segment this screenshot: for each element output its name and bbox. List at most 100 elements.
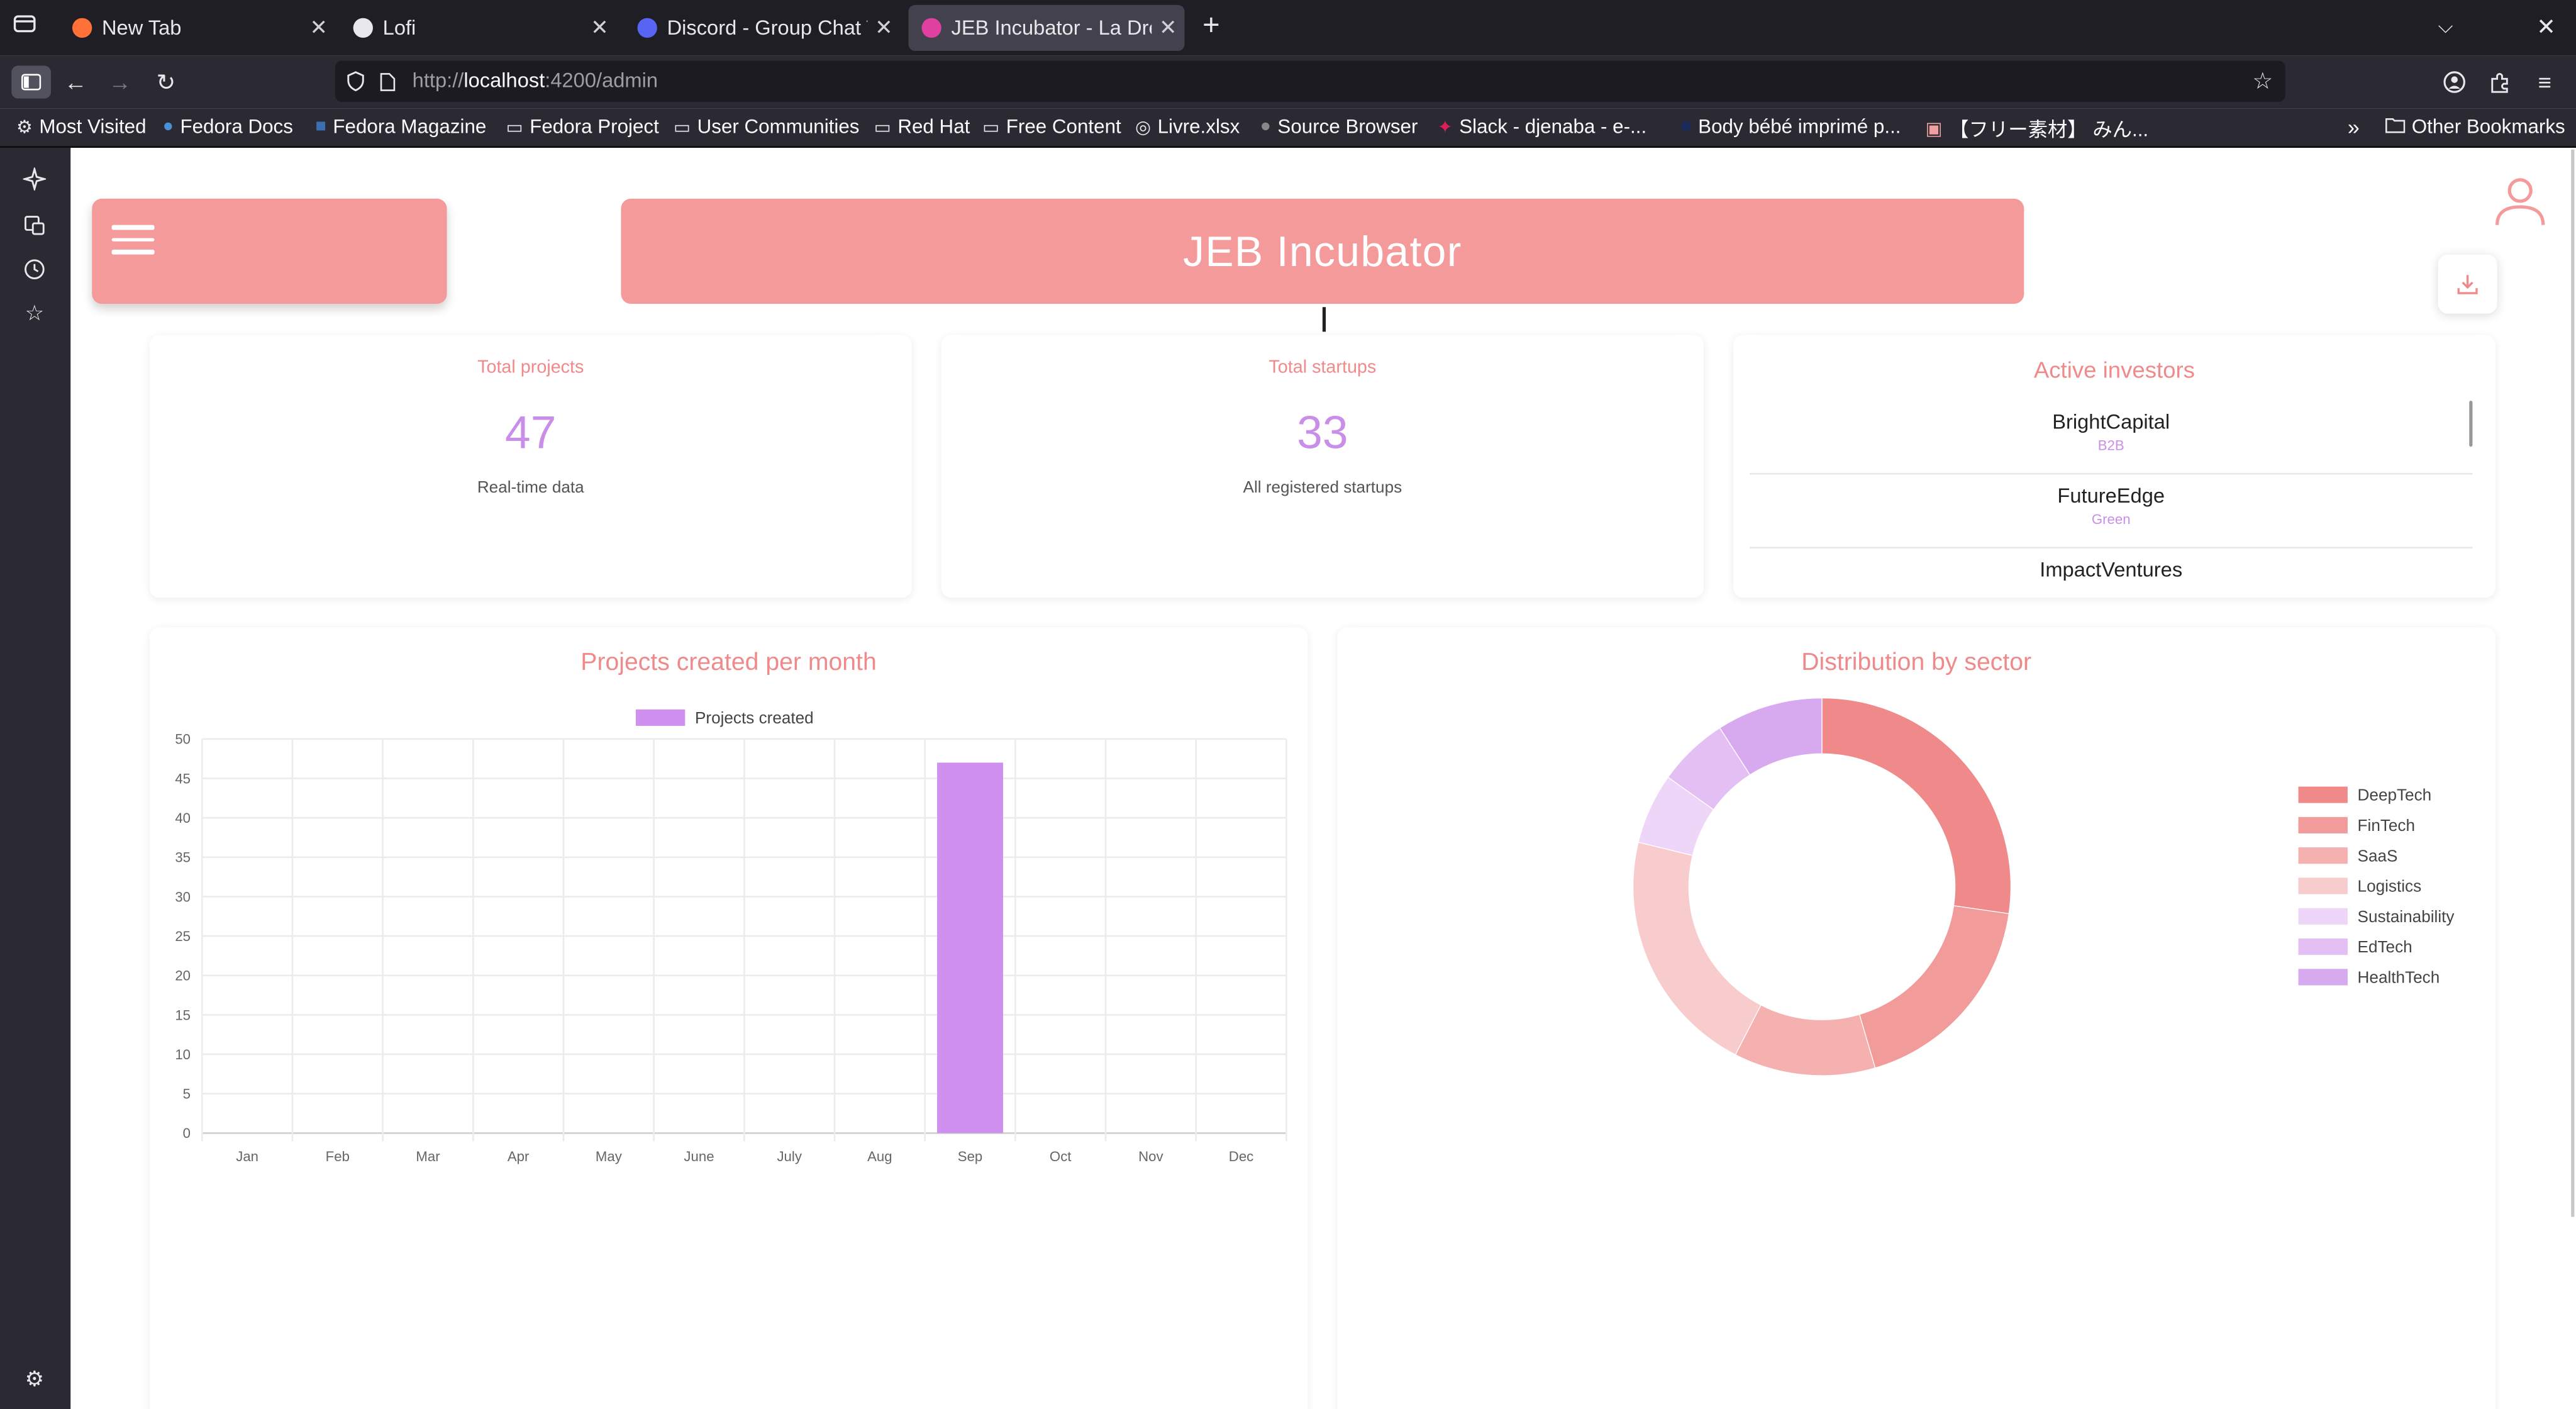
- investors-scrollbar[interactable]: [2469, 401, 2473, 447]
- tab-title: Lofi: [382, 16, 416, 40]
- x-tick-label: Oct: [1050, 1149, 1072, 1164]
- y-tick-label: 10: [175, 1047, 191, 1062]
- download-icon: [2457, 275, 2478, 294]
- browser-tab[interactable]: New Tab ✕: [59, 5, 335, 51]
- bookmark-item[interactable]: ▭ Free Content: [982, 115, 1121, 138]
- tab-close-icon[interactable]: ✕: [591, 14, 609, 40]
- bookmark-label: Slack - djenaba - e-...: [1459, 114, 1647, 138]
- bookmark-item[interactable]: ▭ User Communities: [674, 115, 859, 138]
- settings-gear-icon[interactable]: ⚙: [25, 1366, 45, 1391]
- reload-icon[interactable]: ↻: [156, 68, 176, 95]
- y-tick-label: 30: [175, 889, 191, 905]
- investor-item[interactable]: ImpactVentures: [1750, 549, 2472, 584]
- bookmark-label: Source Browser: [1277, 114, 1418, 138]
- bookmark-label: User Communities: [697, 114, 860, 138]
- bookmark-item[interactable]: ■ Body bébé imprimé p...: [1680, 115, 1901, 138]
- hamburger-menu-icon[interactable]: [111, 225, 155, 255]
- y-tick-label: 45: [175, 771, 191, 786]
- doughnut-slice[interactable]: [1858, 905, 2010, 1069]
- bookmark-item[interactable]: ● Source Browser: [1260, 115, 1418, 138]
- doughnut-slice[interactable]: [1821, 697, 2012, 915]
- bookmark-item[interactable]: ⚙ Most Visited: [16, 115, 146, 138]
- total-projects-label: Total projects: [477, 358, 584, 378]
- ai-sparkle-icon[interactable]: [21, 166, 48, 192]
- app-title: JEB Incubator: [1183, 225, 1462, 276]
- user-profile-icon[interactable]: [2492, 172, 2548, 228]
- window-close-icon[interactable]: ✕: [2536, 13, 2556, 40]
- investor-name: BrightCapital: [2052, 410, 2170, 434]
- bookmark-item[interactable]: ■ Fedora Magazine: [316, 115, 487, 138]
- doughnut-chart-title: Distribution by sector: [1801, 649, 2032, 677]
- bookmark-label: Livre.xlsx: [1157, 114, 1240, 138]
- sector-distribution-card: Distribution by sector DeepTech FinTech Sa…: [1337, 627, 2496, 1409]
- navigation-bar: ← → ↻ http://localhost:4200/admin ☆ ≡: [0, 55, 2576, 109]
- tab-favicon-icon: [637, 18, 657, 38]
- tab-title: New Tab: [101, 16, 182, 40]
- y-tick-label: 0: [183, 1125, 191, 1141]
- apple-icon: ●: [1260, 116, 1271, 136]
- bookmark-item[interactable]: ◎ Livre.xlsx: [1135, 115, 1240, 138]
- folder-icon: ▭: [982, 117, 1000, 137]
- new-tab-plus-icon[interactable]: +: [1202, 8, 1220, 42]
- back-arrow-icon[interactable]: ←: [64, 69, 87, 96]
- more-bookmarks-chevron-icon[interactable]: »: [2347, 114, 2360, 140]
- other-bookmarks[interactable]: Other Bookmarks: [2385, 115, 2565, 138]
- browser-tab[interactable]: Lofi ✕: [340, 5, 616, 51]
- y-tick-label: 35: [175, 850, 191, 866]
- bookmark-item[interactable]: ● Fedora Docs: [163, 115, 293, 138]
- url-text[interactable]: http://localhost:4200/admin: [412, 69, 658, 92]
- folder-icon: ▭: [874, 117, 891, 137]
- total-startups-card: Total startups 33 All registered startup…: [941, 335, 1704, 598]
- sidebar-toggle-icon[interactable]: [11, 65, 51, 99]
- page-scrollbar[interactable]: [2571, 149, 2575, 1217]
- tab-close-icon[interactable]: ✕: [875, 14, 893, 40]
- investors-list[interactable]: BrightCapital B2B FutureEdge Green ImpactVen…: [1750, 401, 2473, 584]
- x-tick-label: Nov: [1138, 1149, 1163, 1164]
- tab-list-icon[interactable]: [13, 11, 36, 43]
- account-icon[interactable]: [2440, 67, 2469, 97]
- y-tick-label: 25: [175, 928, 191, 944]
- history-clock-icon[interactable]: [21, 256, 48, 282]
- x-tick-label: Dec: [1229, 1149, 1253, 1164]
- browser-sidebar: ☆ ⚙: [0, 147, 71, 1409]
- bookmarks-star-icon[interactable]: ☆: [25, 300, 45, 325]
- bookmark-item[interactable]: ✦ Slack - djenaba - e-...: [1438, 115, 1646, 138]
- tab-close-icon[interactable]: ✕: [309, 14, 328, 40]
- bookmark-label: 【フリー素材】 みん...: [1949, 118, 2149, 142]
- shield-icon[interactable]: [347, 70, 365, 100]
- other-bookmarks-label: Other Bookmarks: [2411, 114, 2565, 138]
- bar[interactable]: [937, 762, 1003, 1133]
- legend-label: Logistics: [2358, 877, 2422, 896]
- fedora-icon: ●: [162, 116, 174, 136]
- forward-arrow-icon[interactable]: →: [108, 69, 131, 96]
- bookmark-item[interactable]: ▭ Fedora Project: [506, 115, 659, 138]
- x-tick-label: July: [777, 1149, 802, 1164]
- browser-tab[interactable]: Discord - Group Chat Th ✕: [625, 5, 901, 51]
- address-bar[interactable]: http://localhost:4200/admin ☆: [335, 60, 2285, 102]
- bookmark-item[interactable]: ▣ 【フリー素材】 みん...: [1926, 115, 2149, 143]
- synced-tabs-icon[interactable]: [21, 212, 48, 238]
- fm-icon: ■: [315, 116, 326, 136]
- tab-close-icon[interactable]: ✕: [1159, 14, 1177, 40]
- investor-item[interactable]: BrightCapital B2B: [1750, 401, 2473, 475]
- extensions-puzzle-icon[interactable]: [2485, 67, 2515, 97]
- y-tick-label: 20: [175, 968, 191, 984]
- chevron-down-icon[interactable]: ⌵: [2438, 14, 2453, 38]
- investor-tag: Green: [2091, 510, 2131, 528]
- download-button[interactable]: [2438, 254, 2497, 314]
- x-tick-label: June: [684, 1149, 714, 1164]
- legend-label: DeepTech: [2358, 786, 2432, 805]
- bookmark-item[interactable]: ▭ Red Hat: [874, 115, 970, 138]
- app-menu-icon[interactable]: ≡: [2538, 69, 2552, 96]
- doughnut-slice[interactable]: [1632, 842, 1762, 1055]
- doughnut-slice[interactable]: [1719, 697, 1823, 776]
- folder-icon: [2385, 116, 2406, 137]
- browser-tab[interactable]: JEB Incubator - La Drea ✕: [908, 4, 1185, 51]
- doughnut-slice[interactable]: [1735, 1004, 1876, 1076]
- bookmark-star-icon[interactable]: ☆: [2252, 67, 2273, 94]
- legend-label: HealthTech: [2358, 968, 2440, 987]
- tab-title: JEB Incubator - La Drea: [951, 16, 1152, 40]
- x-tick-label: Sep: [958, 1149, 982, 1164]
- legend-swatch: [2298, 908, 2348, 925]
- investor-item[interactable]: FutureEdge Green: [1750, 474, 2473, 549]
